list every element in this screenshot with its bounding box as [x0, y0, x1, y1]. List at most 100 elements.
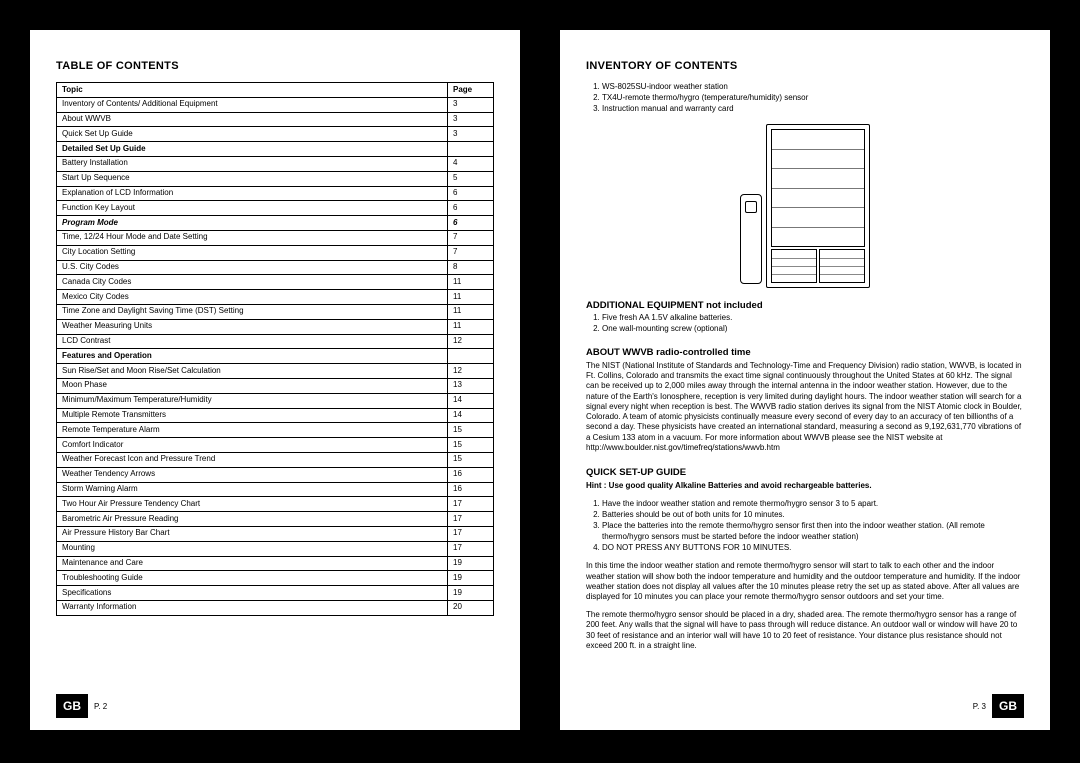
table-row: Moon Phase13	[57, 378, 494, 393]
toc-topic-cell: LCD Contrast	[57, 334, 448, 349]
toc-page-cell: 19	[448, 586, 494, 601]
table-row: Mexico City Codes11	[57, 290, 494, 305]
table-row: Canada City Codes11	[57, 275, 494, 290]
toc-topic-cell: Air Pressure History Bar Chart	[57, 526, 448, 541]
toc-topic-cell: Detailed Set Up Guide	[57, 142, 448, 157]
list-item: DO NOT PRESS ANY BUTTONS FOR 10 MINUTES.	[602, 543, 1024, 554]
table-row: Warranty Information20	[57, 600, 494, 615]
toc-page-cell: 14	[448, 393, 494, 408]
table-row: Explanation of LCD Information6	[57, 186, 494, 201]
table-row: Air Pressure History Bar Chart17	[57, 526, 494, 541]
toc-page-cell: 12	[448, 364, 494, 379]
toc-topic-cell: Mounting	[57, 541, 448, 556]
table-row: Detailed Set Up Guide	[57, 142, 494, 157]
toc-page-cell: 14	[448, 408, 494, 423]
toc-page-cell: 3	[448, 127, 494, 142]
toc-page-cell: 17	[448, 497, 494, 512]
toc-topic-cell: Two Hour Air Pressure Tendency Chart	[57, 497, 448, 512]
table-row: Troubleshooting Guide19	[57, 571, 494, 586]
table-row: City Location Setting7	[57, 245, 494, 260]
page-left-footer: GB P. 2	[56, 694, 494, 718]
table-row: Maintenance and Care19	[57, 556, 494, 571]
list-item: Instruction manual and warranty card	[602, 104, 1024, 115]
toc-topic-cell: Start Up Sequence	[57, 171, 448, 186]
table-row: Weather Tendency Arrows16	[57, 467, 494, 482]
toc-topic-cell: Multiple Remote Transmitters	[57, 408, 448, 423]
toc-heading: TABLE OF CONTENTS	[56, 60, 494, 72]
list-item: Five fresh AA 1.5V alkaline batteries.	[602, 313, 1024, 324]
toc-page-cell: 11	[448, 319, 494, 334]
toc-page-cell: 8	[448, 260, 494, 275]
table-row: Two Hour Air Pressure Tendency Chart17	[57, 497, 494, 512]
table-row: About WWVB3	[57, 112, 494, 127]
toc-topic-cell: Weather Forecast Icon and Pressure Trend	[57, 452, 448, 467]
list-item: Have the indoor weather station and remo…	[602, 499, 1024, 510]
toc-page-cell: 15	[448, 438, 494, 453]
device-illustration	[586, 124, 1024, 288]
table-row: Multiple Remote Transmitters14	[57, 408, 494, 423]
toc-topic-cell: Time Zone and Daylight Saving Time (DST)…	[57, 304, 448, 319]
toc-topic-cell: U.S. City Codes	[57, 260, 448, 275]
table-row: Start Up Sequence5	[57, 171, 494, 186]
toc-page-cell: 11	[448, 275, 494, 290]
table-row: U.S. City Codes8	[57, 260, 494, 275]
toc-page-cell: 16	[448, 482, 494, 497]
table-row: Mounting17	[57, 541, 494, 556]
gb-badge: GB	[56, 694, 88, 718]
toc-table: Topic Page Inventory of Contents/ Additi…	[56, 82, 494, 616]
about-text: The NIST (National Institute of Standard…	[586, 361, 1024, 453]
toc-topic-cell: Explanation of LCD Information	[57, 186, 448, 201]
table-row: Weather Measuring Units11	[57, 319, 494, 334]
toc-page-cell: 3	[448, 112, 494, 127]
inventory-heading: INVENTORY OF CONTENTS	[586, 60, 1024, 72]
toc-page-cell: 20	[448, 600, 494, 615]
table-row: Quick Set Up Guide3	[57, 127, 494, 142]
table-row: Barometric Air Pressure Reading17	[57, 512, 494, 527]
sensor-drawing	[740, 194, 762, 284]
toc-topic-cell: Time, 12/24 Hour Mode and Date Setting	[57, 230, 448, 245]
toc-page-cell: 16	[448, 467, 494, 482]
page-spread: TABLE OF CONTENTS Topic Page Inventory o…	[30, 30, 1050, 730]
list-item: WS-8025SU-indoor weather station	[602, 82, 1024, 93]
toc-page-cell: 5	[448, 171, 494, 186]
table-row: LCD Contrast12	[57, 334, 494, 349]
toc-topic-cell: Warranty Information	[57, 600, 448, 615]
quick-heading: QUICK SET-UP GUIDE	[586, 467, 1024, 478]
quick-steps-list: Have the indoor weather station and remo…	[586, 499, 1024, 553]
additional-list: Five fresh AA 1.5V alkaline batteries.On…	[586, 313, 1024, 335]
toc-th-topic: Topic	[57, 83, 448, 98]
toc-page-cell: 17	[448, 526, 494, 541]
toc-page-cell: 15	[448, 452, 494, 467]
list-item: Place the batteries into the remote ther…	[602, 521, 1024, 543]
table-row: Time, 12/24 Hour Mode and Date Setting7	[57, 230, 494, 245]
page-number-left: P. 2	[94, 702, 107, 711]
toc-topic-cell: Weather Measuring Units	[57, 319, 448, 334]
toc-th-page: Page	[448, 83, 494, 98]
toc-topic-cell: Minimum/Maximum Temperature/Humidity	[57, 393, 448, 408]
toc-topic-cell: Sun Rise/Set and Moon Rise/Set Calculati…	[57, 364, 448, 379]
table-row: Storm Warning Alarm16	[57, 482, 494, 497]
toc-topic-cell: Weather Tendency Arrows	[57, 467, 448, 482]
quick-p2: The remote thermo/hygro sensor should be…	[586, 610, 1024, 651]
toc-page-cell: 13	[448, 378, 494, 393]
toc-page-cell: 7	[448, 230, 494, 245]
about-heading: ABOUT WWVB radio-controlled time	[586, 347, 1024, 358]
table-row: Inventory of Contents/ Additional Equipm…	[57, 97, 494, 112]
station-drawing	[766, 124, 870, 288]
toc-topic-cell: Specifications	[57, 586, 448, 601]
list-item: One wall-mounting screw (optional)	[602, 324, 1024, 335]
list-item: Batteries should be out of both units fo…	[602, 510, 1024, 521]
toc-topic-cell: Function Key Layout	[57, 201, 448, 216]
toc-topic-cell: City Location Setting	[57, 245, 448, 260]
toc-topic-cell: Features and Operation	[57, 349, 448, 364]
page-right: INVENTORY OF CONTENTS WS-8025SU-indoor w…	[560, 30, 1050, 730]
toc-topic-cell: Canada City Codes	[57, 275, 448, 290]
toc-page-cell	[448, 142, 494, 157]
toc-page-cell: 12	[448, 334, 494, 349]
table-row: Sun Rise/Set and Moon Rise/Set Calculati…	[57, 364, 494, 379]
page-left: TABLE OF CONTENTS Topic Page Inventory o…	[30, 30, 520, 730]
toc-page-cell: 11	[448, 304, 494, 319]
toc-topic-cell: Inventory of Contents/ Additional Equipm…	[57, 97, 448, 112]
table-row: Features and Operation	[57, 349, 494, 364]
toc-page-cell: 19	[448, 556, 494, 571]
